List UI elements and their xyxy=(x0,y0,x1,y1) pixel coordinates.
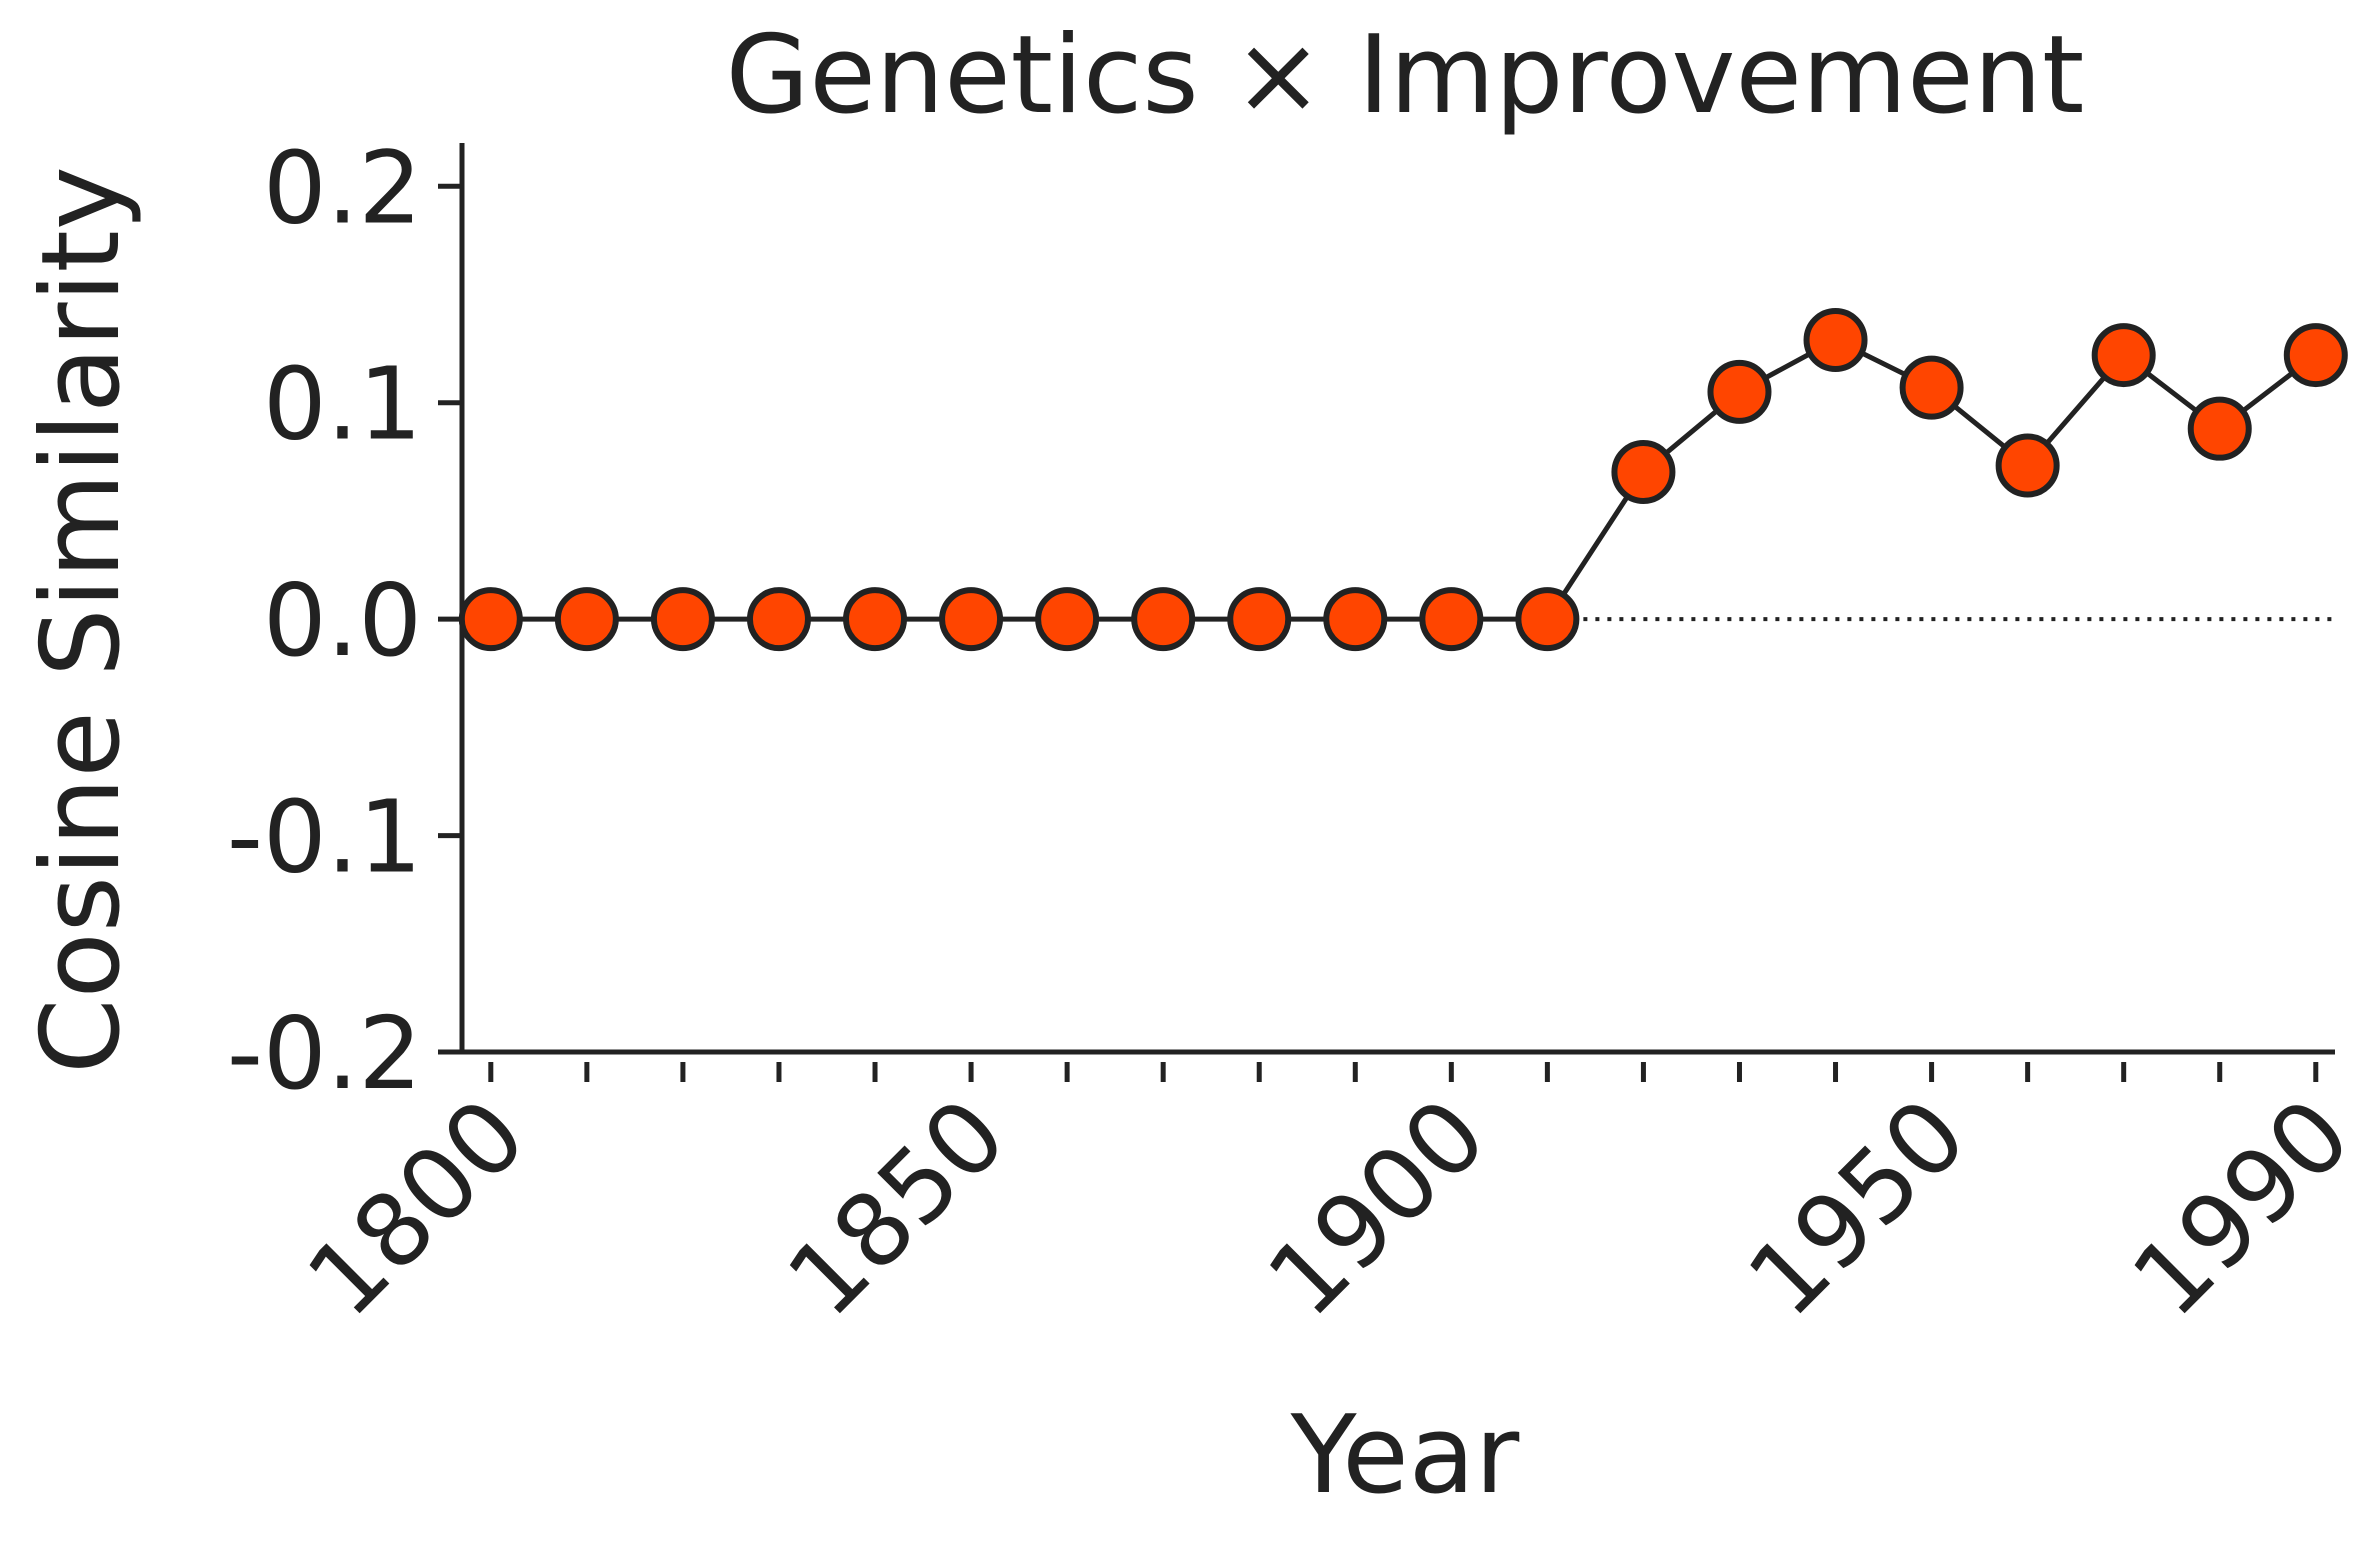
data-point xyxy=(2091,323,2156,388)
x-tick-label: 1900 xyxy=(1246,1076,1509,1339)
data-point xyxy=(1227,587,1292,652)
data-point xyxy=(650,587,715,652)
y-tick-label: -0.1 xyxy=(227,779,422,896)
data-point xyxy=(1995,433,2060,498)
data-point xyxy=(1323,587,1388,652)
y-axis-label: Cosine Similarity xyxy=(19,166,144,1074)
x-tick-label: 1800 xyxy=(285,1076,548,1339)
axes xyxy=(459,143,2335,1055)
data-point xyxy=(1899,355,1964,420)
x-axis-label: Year xyxy=(1290,1393,1520,1518)
data-point xyxy=(1419,587,1484,652)
data-point xyxy=(2283,323,2348,388)
data-point xyxy=(1515,587,1580,652)
data-point xyxy=(554,587,619,652)
x-tick-label: 1950 xyxy=(1726,1076,1989,1339)
data-point xyxy=(746,587,811,652)
data-point xyxy=(1131,587,1196,652)
data-point xyxy=(1611,439,1676,504)
y-tick-label: 0.0 xyxy=(263,562,422,679)
y-tick-label: -0.2 xyxy=(227,995,422,1112)
data-point xyxy=(1803,307,1868,372)
data-point xyxy=(1035,587,1100,652)
data-points xyxy=(458,307,2348,652)
data-point xyxy=(843,587,908,652)
y-tick-label: 0.1 xyxy=(263,346,422,463)
y-ticks: 0.2 0.1 0.0 -0.1 -0.2 xyxy=(227,129,462,1112)
data-point xyxy=(2187,396,2252,461)
x-tick-label: 1850 xyxy=(765,1076,1028,1339)
x-tick-label: 1990 xyxy=(2110,1076,2372,1339)
data-point xyxy=(1707,359,1772,424)
x-ticks: 1800 1850 1900 1950 1990 xyxy=(285,1062,2372,1339)
data-point xyxy=(458,587,523,652)
chart-title: Genetics × Improvement xyxy=(726,13,2085,138)
y-tick-label: 0.2 xyxy=(263,129,422,246)
data-point xyxy=(939,587,1004,652)
